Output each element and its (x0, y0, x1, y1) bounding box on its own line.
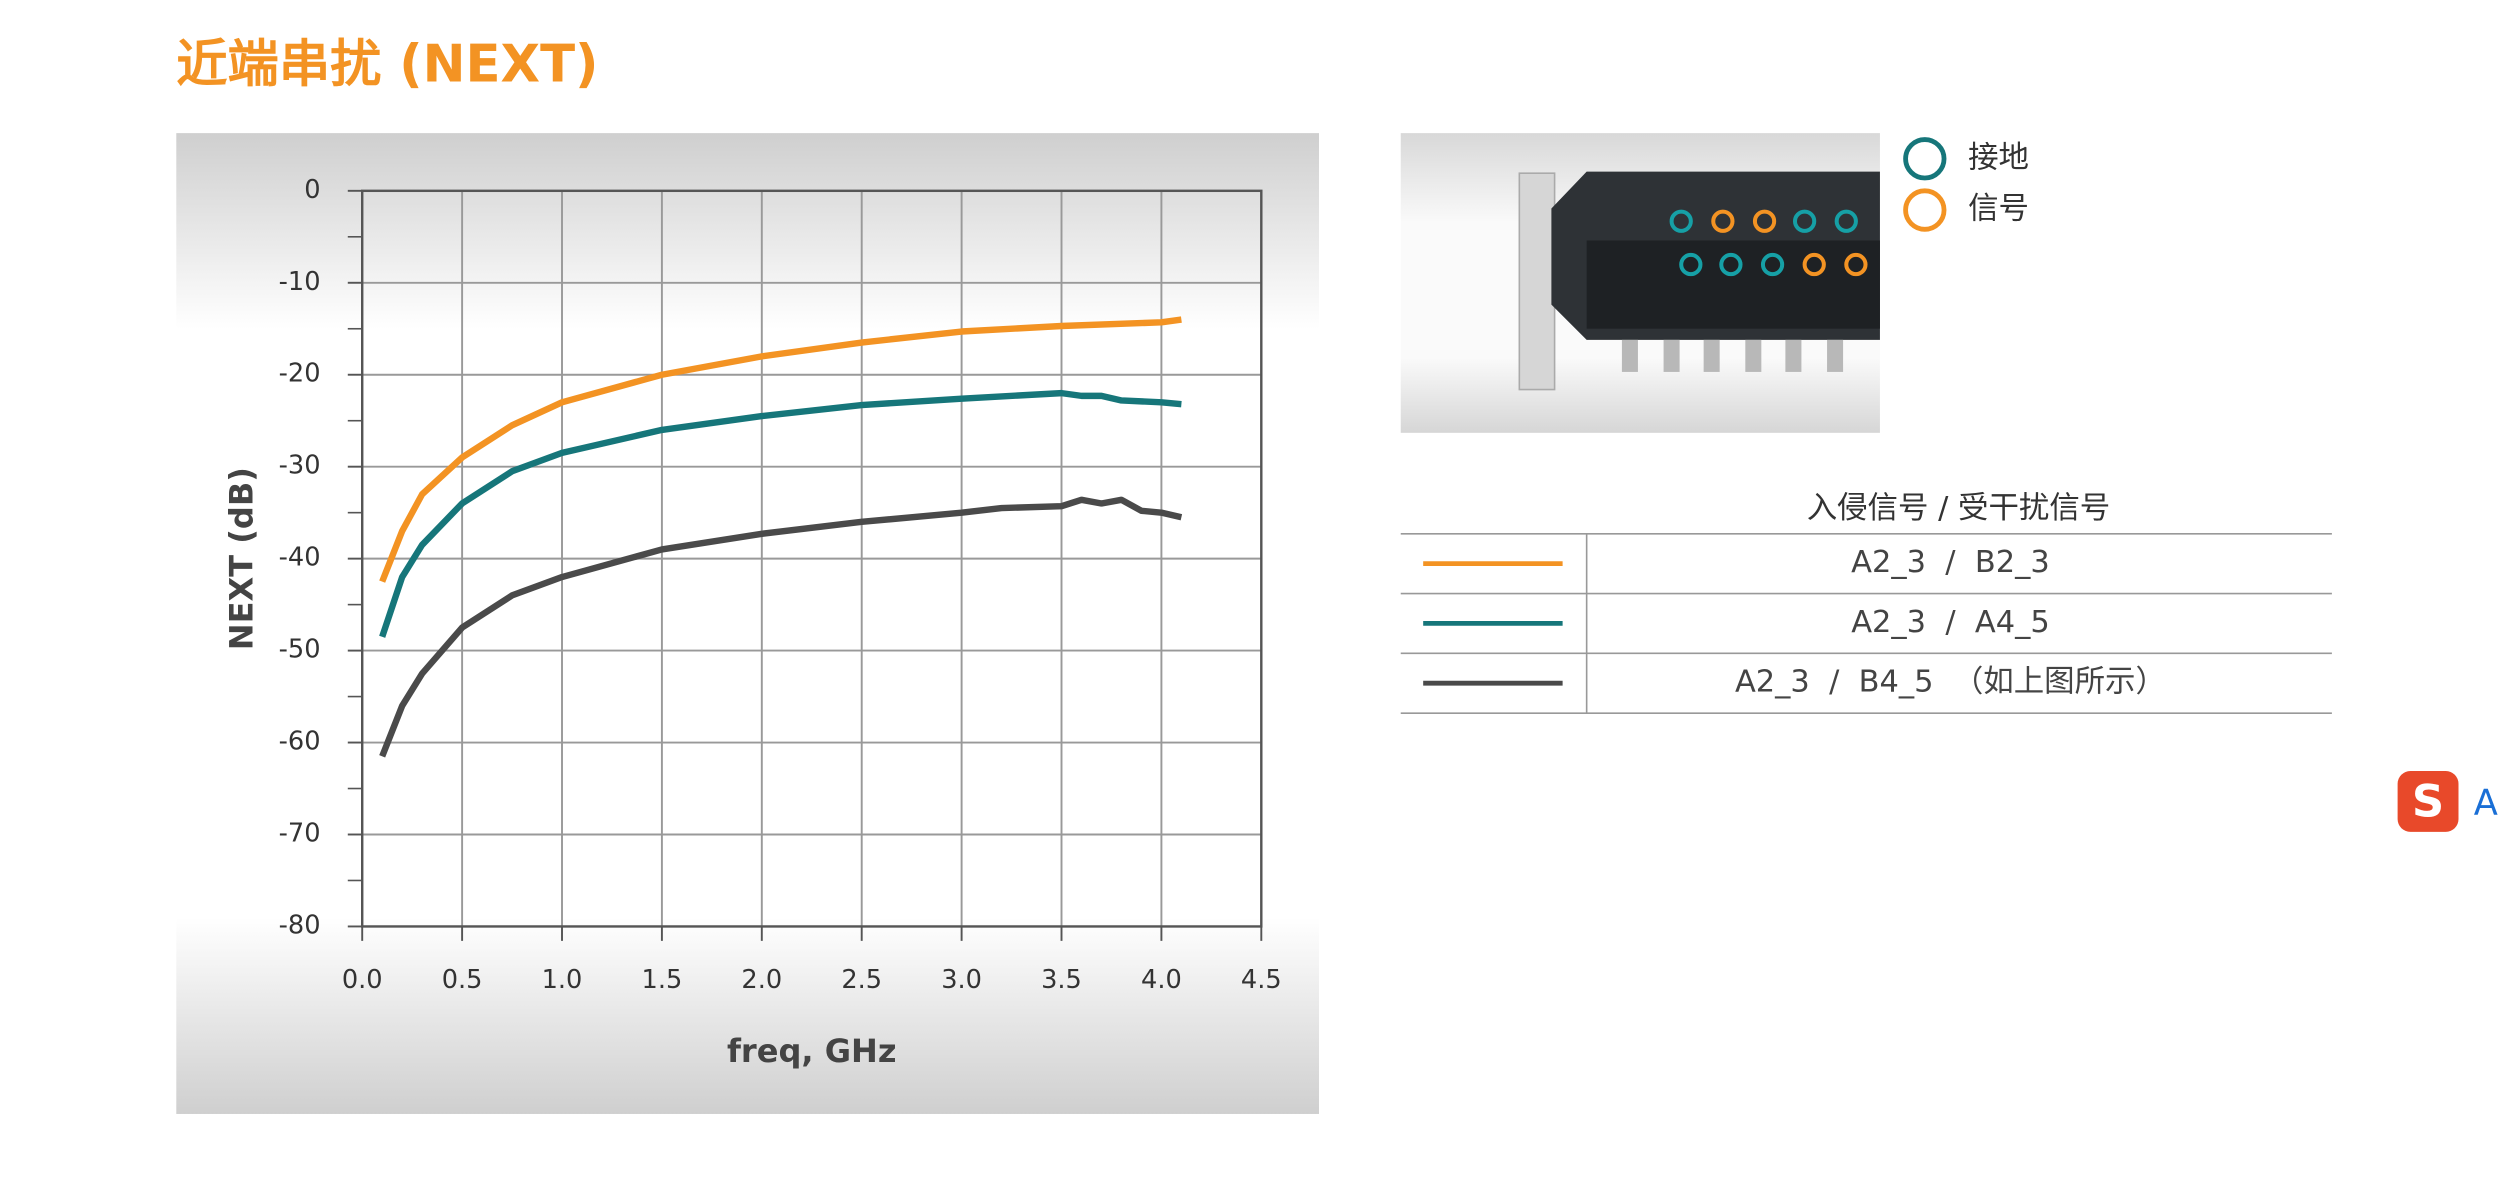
y-tick-label: -40 (279, 543, 321, 573)
pin-legend-marker (1903, 137, 1947, 181)
x-tick-label: 3.5 (1041, 965, 1082, 995)
y-tick-label: -50 (279, 635, 321, 665)
y-axis-label: NEXT (dB) (223, 467, 261, 650)
x-tick-label: 0.5 (442, 965, 483, 995)
x-tick-label: 4.5 (1241, 965, 1282, 995)
page-title: 近端串扰 (NEXT) (176, 34, 598, 94)
pin-legend-marker (1903, 188, 1947, 232)
legend-label: A2_3 / B2_3 (1851, 545, 2050, 580)
x-tick-label: 0.0 (342, 965, 383, 995)
pin-legend-label: 接地 (1968, 140, 2029, 175)
y-tick-label: 0 (304, 175, 320, 205)
series-line (379, 316, 1182, 583)
y-tick-label: -10 (279, 267, 321, 297)
series-line (379, 389, 1182, 638)
y-tick-label: -20 (279, 359, 321, 389)
svg-text:S: S (2412, 775, 2444, 828)
chart-panel (176, 133, 1320, 1114)
y-tick-label: -80 (279, 910, 321, 940)
legend-label: A2_3 / A4_5 (1851, 605, 2050, 640)
plot-frame (361, 189, 1263, 928)
legend-label: A2_3 / B4_5 （如上图所示） (1735, 665, 2166, 700)
legend-table: A2_3 / B2_3 A2_3 / A4_5 A2_3 / B4_5 （如上图所示… (1400, 532, 2332, 714)
ime-mode[interactable]: A (2474, 783, 2498, 824)
x-tick-label: 4.0 (1141, 965, 1182, 995)
pin-legend-label: 信号 (1968, 192, 2029, 227)
y-tick-label: -30 (279, 451, 321, 481)
y-tick-label: -70 (279, 818, 321, 848)
x-tick-label: 1.5 (642, 965, 683, 995)
x-axis-label: freq, GHz (727, 1032, 897, 1070)
y-tick-label: -60 (279, 727, 321, 757)
table-header: 入侵信号 / 受干扰信号 (1807, 491, 2111, 526)
x-tick-label: 3.0 (941, 965, 982, 995)
x-tick-label: 2.0 (741, 965, 782, 995)
x-tick-label: 2.5 (841, 965, 882, 995)
connector-photo (1400, 133, 1880, 433)
x-tick-label: 1.0 (542, 965, 583, 995)
plot: 0 -10 -20 -30 -40 -50 -60 -70 -80 0.0 0.5 1.0 1.5 2.0… (223, 175, 1282, 1070)
ime-badge[interactable]: S A (2397, 770, 2513, 832)
series-line (379, 496, 1183, 758)
